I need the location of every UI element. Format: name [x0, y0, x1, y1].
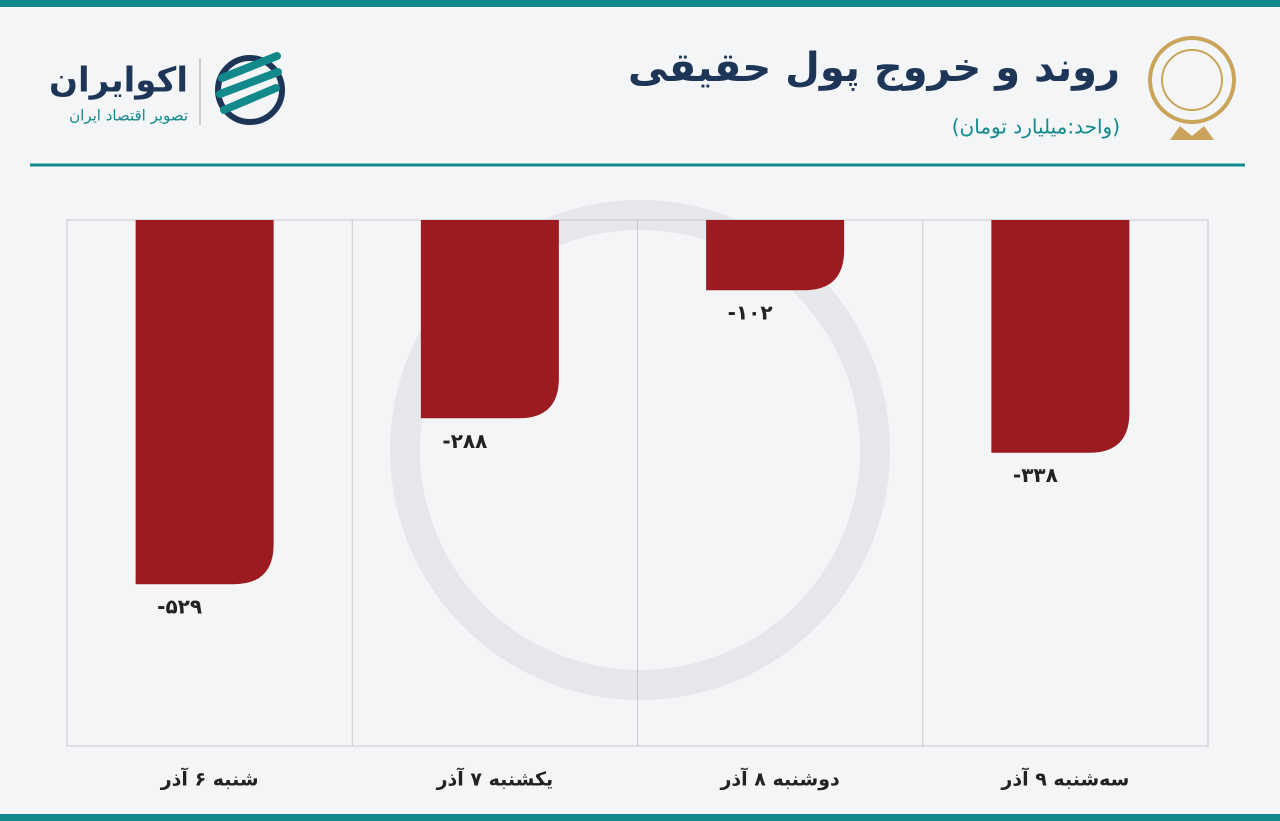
brand-logo — [199, 52, 285, 125]
brand-tagline: تصویر اقتصاد ایران — [69, 107, 188, 125]
chart-title: روند و خروج پول حقیقی — [628, 45, 1120, 91]
chart-subtitle: (واحد:میلیارد تومان) — [952, 115, 1120, 139]
x-tick-label: دوشنبه ۸ آذر — [719, 767, 840, 791]
bar — [706, 220, 845, 291]
bar — [420, 220, 559, 419]
watermark — [390, 200, 890, 700]
value-label: -۵۲۹ — [157, 595, 202, 619]
value-label: -۳۳۸ — [1013, 463, 1058, 487]
bar — [135, 220, 274, 585]
x-tick-label: سه‌شنبه ۹ آذر — [1000, 767, 1129, 791]
x-tick-label: یکشنبه ۷ آذر — [436, 767, 554, 791]
bar — [991, 220, 1130, 453]
value-label: -۱۰۲ — [728, 301, 773, 325]
top-bar — [0, 0, 1280, 7]
x-tick-label: شنبه ۶ آذر — [160, 767, 259, 791]
emblem — [1148, 36, 1236, 140]
bottom-bar — [0, 814, 1280, 821]
brand-name: اکوایران — [49, 61, 188, 101]
value-label: -۲۸۸ — [442, 429, 487, 453]
